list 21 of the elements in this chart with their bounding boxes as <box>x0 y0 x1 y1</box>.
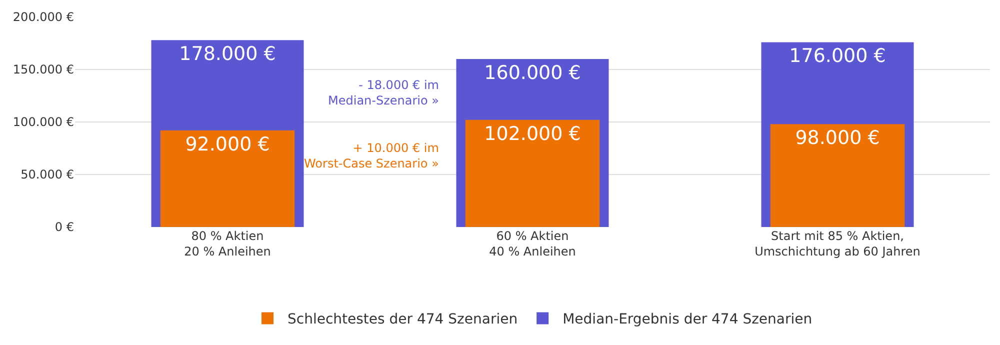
annotation: - 18.000 € im Median-Szenario » <box>328 78 439 108</box>
data-label: 160.000 € <box>484 62 581 84</box>
annotation: + 10.000 € im Worst-Case Szenario » <box>304 141 439 171</box>
bar <box>770 124 905 227</box>
x-tick-label: 80 % Aktien 20 % Anleihen <box>184 229 271 259</box>
data-label: 178.000 € <box>179 43 276 66</box>
x-tick-label: Start mit 85 % Aktien, Umschichtung ab 60 Jahren <box>754 229 920 259</box>
y-tick-label: 50.000 € <box>20 168 74 182</box>
y-tick-label: 100.000 € <box>12 115 74 130</box>
x-tick-label: 60 % Aktien 40 % Anleihen <box>489 229 576 259</box>
data-label: 176.000 € <box>789 45 886 68</box>
bar <box>465 120 600 227</box>
legend-label: Schlechtestes der 474 Szenarien <box>288 312 518 328</box>
data-label: 92.000 € <box>185 133 270 156</box>
legend-label: Median-Ergebnis der 474 Szenarien <box>562 312 812 328</box>
y-tick-label: 200.000 € <box>12 10 74 24</box>
bar <box>160 130 295 227</box>
y-tick-label: 0 € <box>54 220 74 234</box>
y-tick-label: 150.000 € <box>12 62 74 77</box>
data-label: 98.000 € <box>795 127 880 150</box>
data-label: 102.000 € <box>484 122 581 145</box>
